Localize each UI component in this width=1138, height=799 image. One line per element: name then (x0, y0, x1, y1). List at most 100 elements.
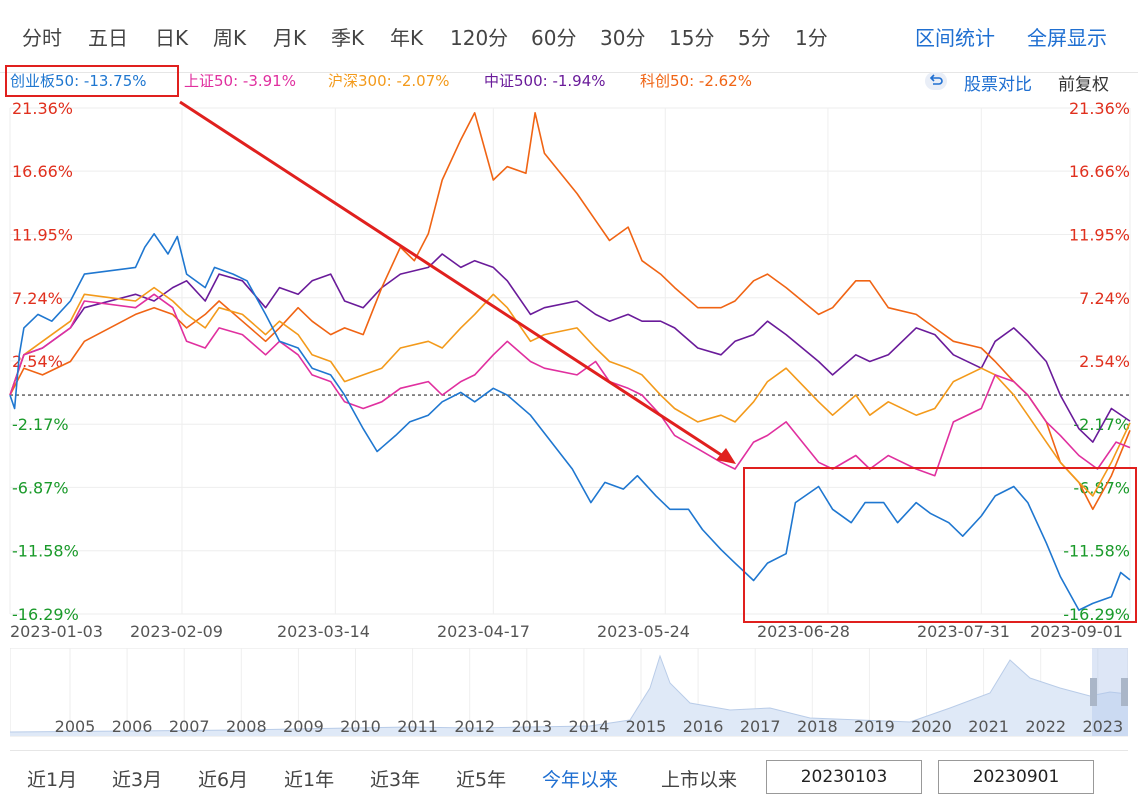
y-tick-label-right: 21.36% (1069, 99, 1130, 118)
range-button-bar: 近1月 近3月 近6月 近1年 近3年 近5年 今年以来 上市以来 202301… (10, 750, 1128, 799)
undo-icon[interactable] (925, 72, 947, 90)
navigator-year-label: 2016 (683, 717, 724, 736)
range-3m[interactable]: 近3月 (112, 769, 163, 791)
series-line-中证500 (9, 253, 1131, 443)
legend-csi500[interactable]: 中证500: -1.94% (484, 72, 606, 90)
y-tick-label-left: 7.24% (12, 289, 63, 308)
x-tick-label: 2023-01-03 (10, 622, 103, 641)
stock-compare-button[interactable]: 股票对比 (964, 75, 1032, 95)
y-tick-label-left: -2.17% (12, 415, 69, 434)
y-tick-label-left: 2.54% (12, 352, 63, 371)
navigator-year-label: 2022 (1025, 717, 1066, 736)
adjust-forward-button[interactable]: 前复权 (1058, 75, 1109, 95)
legend-star50[interactable]: 科创50: -2.62% (640, 72, 752, 90)
x-tick-label: 2023-03-14 (277, 622, 370, 641)
series-line-创业板50 (9, 233, 1131, 611)
x-tick-label: 2023-07-31 (917, 622, 1010, 641)
tab-week-k[interactable]: 周K (213, 26, 247, 50)
range-1y[interactable]: 近1年 (284, 769, 335, 791)
interval-stats-button[interactable]: 区间统计 (915, 26, 995, 50)
x-tick-label: 2023-02-09 (130, 622, 223, 641)
y-tick-label-right: 11.95% (1069, 225, 1130, 244)
y-axis-right: 21.36%16.66%11.95%7.24%2.54%-2.17%-6.87%… (1063, 99, 1130, 624)
navigator-year-label: 2008 (226, 717, 267, 736)
annotation-arrow-shaft (179, 100, 727, 460)
navigator-year-label: 2013 (511, 717, 552, 736)
navigator-right-handle[interactable] (1121, 678, 1128, 706)
chart-grid (9, 107, 1131, 615)
tab-15min[interactable]: 15分 (669, 26, 715, 50)
navigator-year-label: 2011 (397, 717, 438, 736)
x-axis: 2023-01-03 2023-02-09 2023-03-14 2023-04-17… (10, 622, 1123, 641)
series-line-沪深300 (9, 286, 1131, 497)
x-tick-label: 2023-09-01 (1030, 622, 1123, 641)
legend-chinext50[interactable]: 创业板50: -13.75% (10, 72, 147, 90)
fullscreen-button[interactable]: 全屏显示 (1027, 26, 1107, 50)
tab-60min[interactable]: 60分 (531, 26, 577, 50)
annotation-arrow-head (716, 448, 736, 464)
main-chart[interactable]: 21.36% 16.66% 11.95% 7.24% 2.54% -2.17% -6.87%… (0, 65, 1138, 646)
range-5y[interactable]: 近5年 (456, 769, 507, 791)
tab-day-k[interactable]: 日K (155, 26, 189, 50)
x-tick-label: 2023-06-28 (757, 622, 850, 641)
navigator-year-label: 2009 (283, 717, 324, 736)
y-tick-label-left: 11.95% (12, 225, 73, 244)
legend-sse50[interactable]: 上证50: -3.91% (184, 72, 296, 90)
navigator-year-label: 2017 (740, 717, 781, 736)
range-ytd[interactable]: 今年以来 (542, 769, 619, 791)
navigator-year-label: 2012 (454, 717, 495, 736)
y-tick-label-left: 21.36% (12, 99, 73, 118)
range-since-listing[interactable]: 上市以来 (661, 769, 738, 791)
range-3y[interactable]: 近3年 (370, 769, 421, 791)
navigator-year-label: 2006 (112, 717, 153, 736)
tab-season-k[interactable]: 季K (331, 26, 365, 50)
navigator-year-label: 2018 (797, 717, 838, 736)
navigator-year-label: 2007 (169, 717, 210, 736)
navigator-year-label: 2010 (340, 717, 381, 736)
navigator-year-label: 2005 (55, 717, 96, 736)
navigator-year-label: 2019 (854, 717, 895, 736)
navigator-line (10, 654, 1128, 733)
tab-5min[interactable]: 5分 (738, 26, 771, 50)
tab-120min[interactable]: 120分 (450, 26, 509, 50)
legend-csi300[interactable]: 沪深300: -2.07% (328, 72, 450, 90)
y-tick-label-right: 7.24% (1079, 289, 1130, 308)
range-6m[interactable]: 近6月 (198, 769, 249, 791)
navigator-chart[interactable]: 2005 2006 2007 2008 2009 2010 2011 2012 2013 2014… (10, 648, 1128, 738)
y-tick-label-left: 16.66% (12, 162, 73, 181)
y-tick-label-right: 2.54% (1079, 352, 1130, 371)
tab-year-k[interactable]: 年K (390, 26, 424, 50)
range-1m[interactable]: 近1月 (27, 769, 78, 791)
series-line-上证50 (9, 293, 1131, 477)
x-tick-label: 2023-04-17 (437, 622, 530, 641)
x-tick-label: 2023-05-24 (597, 622, 690, 641)
tab-month-k[interactable]: 月K (273, 26, 307, 50)
navigator-year-labels: 2005 2006 2007 2008 2009 2010 2011 2012 2013 2014… (55, 717, 1124, 736)
y-tick-label-right: 16.66% (1069, 162, 1130, 181)
annotations (5, 65, 1137, 623)
navigator-left-handle[interactable] (1090, 678, 1097, 706)
highlight-box-region (743, 467, 1137, 623)
highlight-box-legend (5, 65, 179, 97)
start-date-input[interactable]: 20230103 (766, 760, 922, 794)
navigator-year-label: 2015 (626, 717, 667, 736)
navigator-area (10, 656, 1128, 736)
end-date-input[interactable]: 20230901 (938, 760, 1094, 794)
y-tick-label-right: -11.58% (1063, 542, 1130, 561)
y-axis-left: 21.36% 16.66% 11.95% 7.24% 2.54% -2.17% -6.87%… (12, 99, 79, 624)
y-tick-label-left: -16.29% (12, 605, 79, 624)
navigator-year-label: 2020 (911, 717, 952, 736)
tab-30min[interactable]: 30分 (600, 26, 646, 50)
y-tick-label-right: -6.87% (1073, 478, 1130, 497)
navigator-year-label: 2023 (1082, 717, 1123, 736)
navigator-year-label: 2021 (968, 717, 1009, 736)
tab-1min[interactable]: 1分 (795, 26, 828, 50)
tab-five-day[interactable]: 五日 (88, 26, 128, 50)
series-lines (9, 112, 1131, 611)
series-line-科创50 (9, 112, 1131, 511)
navigator-year-label: 2014 (569, 717, 610, 736)
tab-fenshi[interactable]: 分时 (22, 26, 62, 50)
y-tick-label-left: -11.58% (12, 542, 79, 561)
legend-row: 创业板50: -13.75% 上证50: -3.91% 沪深300: -2.07… (0, 66, 1138, 96)
y-tick-label-left: -6.87% (12, 478, 69, 497)
